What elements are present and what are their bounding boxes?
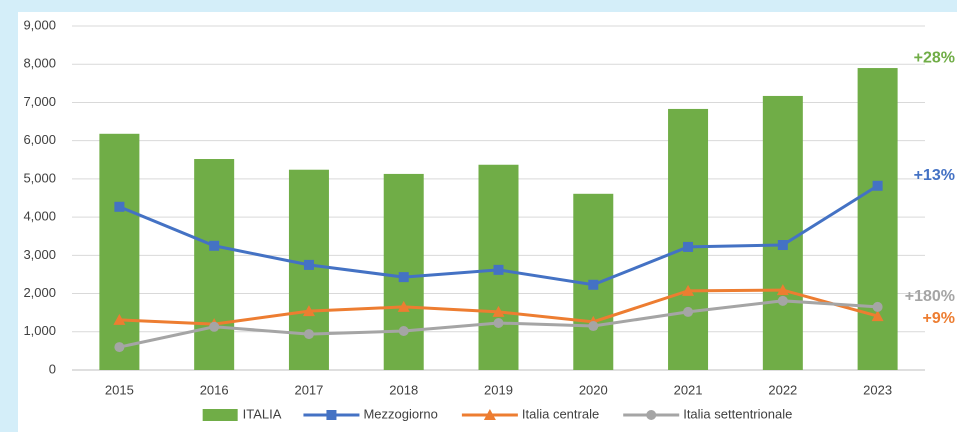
marker: [777, 240, 788, 251]
change-annotation: +28%: [914, 49, 955, 66]
marker: [777, 295, 788, 306]
legend-label: Mezzogiorno: [363, 406, 437, 421]
legend-swatch: [202, 409, 238, 421]
bar: [668, 108, 709, 370]
y-tick-label: 3,000: [23, 247, 56, 262]
marker: [493, 317, 504, 328]
y-tick-label: 2,000: [23, 285, 56, 300]
x-tick-label: 2017: [294, 382, 323, 397]
y-tick-label: 6,000: [23, 132, 56, 147]
marker: [302, 305, 315, 317]
marker: [209, 321, 220, 332]
marker: [209, 240, 220, 251]
marker: [588, 321, 599, 332]
x-tick-label: 2023: [863, 382, 892, 397]
change-annotation: +9%: [923, 310, 955, 327]
change-annotation: +13%: [914, 167, 955, 184]
y-tick-label: 7,000: [23, 94, 56, 109]
marker: [303, 329, 314, 340]
bar: [99, 133, 140, 370]
legend-label: Italia settentrionale: [683, 406, 792, 421]
y-tick-label: 5,000: [23, 170, 56, 185]
x-tick-label: 2022: [768, 382, 797, 397]
marker: [493, 264, 504, 275]
x-tick-label: 2016: [200, 382, 229, 397]
bar: [762, 95, 803, 371]
marker: [872, 301, 883, 312]
marker: [398, 326, 409, 337]
legend-label: ITALIA: [243, 406, 282, 421]
x-tick-label: 2021: [674, 382, 703, 397]
change-annotation: +180%: [905, 288, 955, 305]
y-tick-label: 0: [49, 361, 56, 376]
marker: [776, 284, 789, 296]
marker: [492, 305, 505, 317]
bar: [857, 68, 898, 371]
legend-marker: [326, 410, 337, 420]
x-tick-label: 2020: [579, 382, 608, 397]
marker: [683, 241, 694, 252]
x-tick-label: 2019: [484, 382, 513, 397]
x-tick-label: 2015: [105, 382, 134, 397]
marker: [872, 180, 883, 191]
y-tick-label: 8,000: [23, 56, 56, 71]
marker: [113, 313, 126, 325]
marker: [114, 201, 125, 212]
bar: [383, 173, 424, 370]
marker: [683, 306, 694, 317]
y-tick-label: 4,000: [23, 209, 56, 224]
marker: [114, 342, 125, 353]
marker: [397, 300, 410, 312]
legend-marker: [483, 409, 496, 420]
marker: [871, 310, 884, 322]
marker: [588, 279, 599, 290]
legend-marker: [646, 410, 657, 420]
y-tick-label: 1,000: [23, 323, 56, 338]
marker: [303, 259, 314, 270]
x-tick-label: 2018: [389, 382, 418, 397]
legend-label: Italia centrale: [522, 406, 599, 421]
y-tick-label: 9,000: [23, 17, 56, 32]
marker: [398, 272, 409, 283]
marker: [682, 284, 695, 296]
bar: [194, 159, 235, 370]
